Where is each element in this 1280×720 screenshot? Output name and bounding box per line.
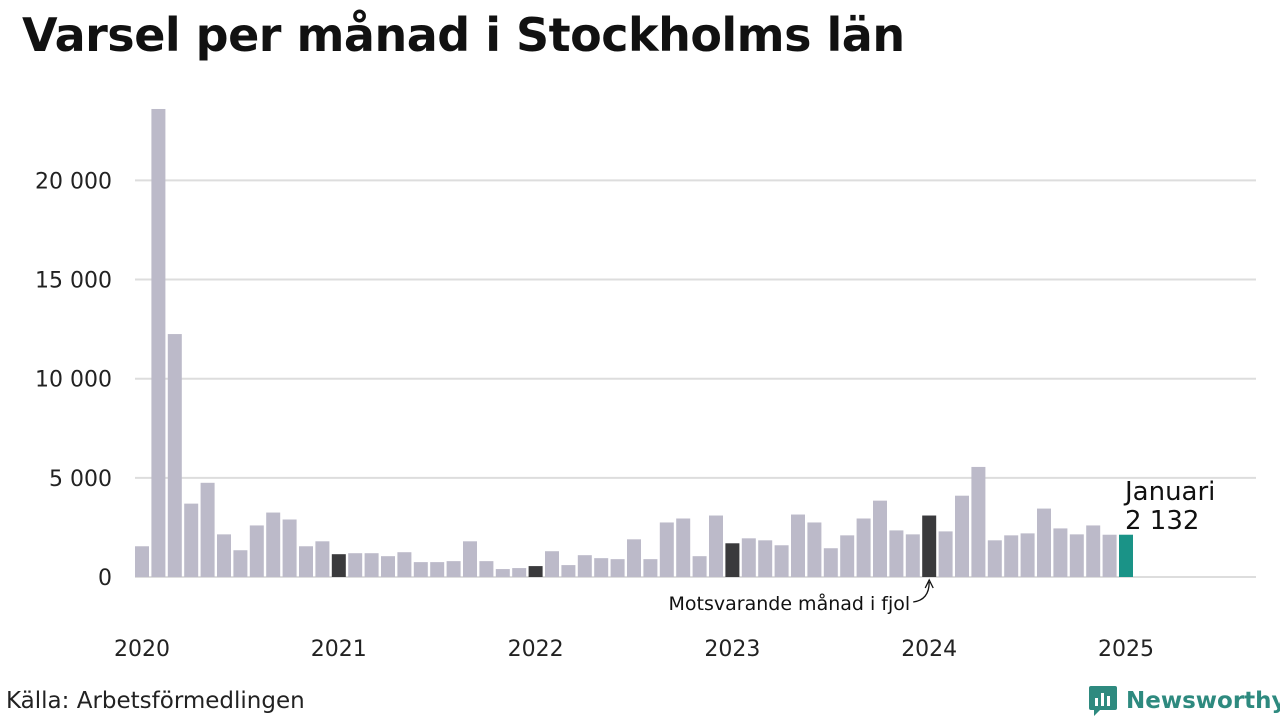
bar-2022-08 xyxy=(643,559,658,577)
bar-2020-09 xyxy=(266,512,281,577)
y-tick-label: 15 000 xyxy=(35,269,112,294)
bar-2023-01 xyxy=(725,543,740,577)
bar-2022-11 xyxy=(692,556,707,577)
bar-2024-09 xyxy=(1053,528,1068,577)
annotation-arrow xyxy=(913,581,930,603)
bar-2020-08 xyxy=(249,525,264,577)
bar-2021-07 xyxy=(430,562,445,577)
chart-title: Varsel per månad i Stockholms län xyxy=(22,8,905,62)
bar-2023-04 xyxy=(774,545,789,577)
bar-2024-10 xyxy=(1069,534,1084,577)
bar-2021-09 xyxy=(463,541,477,577)
newsworthy-icon xyxy=(1089,686,1117,716)
bar-2024-08 xyxy=(1037,508,1051,577)
bar-2023-05 xyxy=(791,514,805,577)
bar-2023-09 xyxy=(856,518,871,577)
y-tick-label: 20 000 xyxy=(35,169,112,194)
bar-2020-06 xyxy=(217,534,231,577)
bar-2021-02 xyxy=(348,553,363,577)
bar-2022-12 xyxy=(709,515,723,577)
x-axis: 2020 2021 2022 2023 2024 2025 xyxy=(114,637,1154,662)
bar-2021-08 xyxy=(446,561,461,577)
bar-2021-10 xyxy=(479,561,494,577)
bar-2021-05 xyxy=(397,552,412,577)
bar-2022-09 xyxy=(659,522,674,577)
bar-2021-12 xyxy=(512,568,527,577)
gridlines xyxy=(135,179,1256,578)
bar-2020-12 xyxy=(315,541,330,577)
x-tick-label: 2024 xyxy=(901,637,957,662)
bar-2022-06 xyxy=(610,559,625,577)
bar-2021-04 xyxy=(381,556,395,577)
x-tick-label: 2021 xyxy=(311,637,367,662)
bar-2022-01 xyxy=(528,566,543,577)
bar-2024-02 xyxy=(938,531,953,577)
bar-2023-06 xyxy=(807,522,822,577)
bar-2021-01 xyxy=(331,554,346,577)
bar-2024-07 xyxy=(1020,533,1035,577)
bar-2022-10 xyxy=(676,518,691,577)
x-tick-label: 2022 xyxy=(508,637,564,662)
bar-2022-02 xyxy=(545,551,559,577)
bar-2023-03 xyxy=(758,540,773,577)
bar-2024-01 xyxy=(922,515,937,577)
bar-2022-05 xyxy=(594,558,609,577)
bar-2024-12 xyxy=(1102,534,1117,577)
current-value-label: 2 132 xyxy=(1125,506,1199,536)
bar-2020-02 xyxy=(151,108,166,577)
bar-2024-03 xyxy=(955,495,969,577)
previous-year-label: Motsvarande månad i fjol xyxy=(669,592,911,615)
bar-2023-12 xyxy=(905,534,920,577)
bar-2022-03 xyxy=(561,565,576,577)
bar-2020-03 xyxy=(167,334,182,577)
y-tick-label: 10 000 xyxy=(35,368,112,393)
bar-2020-07 xyxy=(233,550,248,577)
y-axis: 0 5 000 10 000 15 000 20 000 xyxy=(35,169,112,591)
bar-2020-05 xyxy=(200,482,215,577)
bar-2024-11 xyxy=(1086,525,1101,577)
bar-2021-06 xyxy=(413,562,428,577)
bar-2020-11 xyxy=(299,546,313,577)
bar-2023-08 xyxy=(840,535,855,577)
bar-2023-10 xyxy=(873,500,887,577)
bar-2024-04 xyxy=(971,466,986,577)
y-tick-label: 0 xyxy=(98,566,112,591)
bar-2025-01 xyxy=(1119,534,1133,577)
brand-logo[interactable]: Newsworthy xyxy=(1088,684,1280,718)
bar-2020-01 xyxy=(135,546,149,577)
bar-2022-04 xyxy=(577,555,592,577)
bar-2020-10 xyxy=(282,519,297,577)
y-tick-label: 5 000 xyxy=(49,467,112,492)
bar-2020-04 xyxy=(184,503,199,577)
bars xyxy=(135,108,1133,577)
x-tick-label: 2025 xyxy=(1098,637,1154,662)
bar-2023-11 xyxy=(889,530,904,577)
bar-2022-07 xyxy=(627,539,641,577)
source-credit: Källa: Arbetsförmedlingen xyxy=(6,688,305,714)
x-tick-label: 2023 xyxy=(704,637,760,662)
bar-2023-02 xyxy=(741,538,756,577)
bar-2023-07 xyxy=(823,548,838,577)
brand-name: Newsworthy xyxy=(1126,688,1280,714)
annotation-arrowhead xyxy=(924,578,934,589)
bar-2024-06 xyxy=(1004,535,1019,577)
bar-2024-05 xyxy=(987,540,1002,577)
current-month-label: Januari xyxy=(1123,477,1215,507)
bar-2021-11 xyxy=(495,569,510,577)
x-tick-label: 2020 xyxy=(114,637,170,662)
bar-2021-03 xyxy=(364,553,379,577)
